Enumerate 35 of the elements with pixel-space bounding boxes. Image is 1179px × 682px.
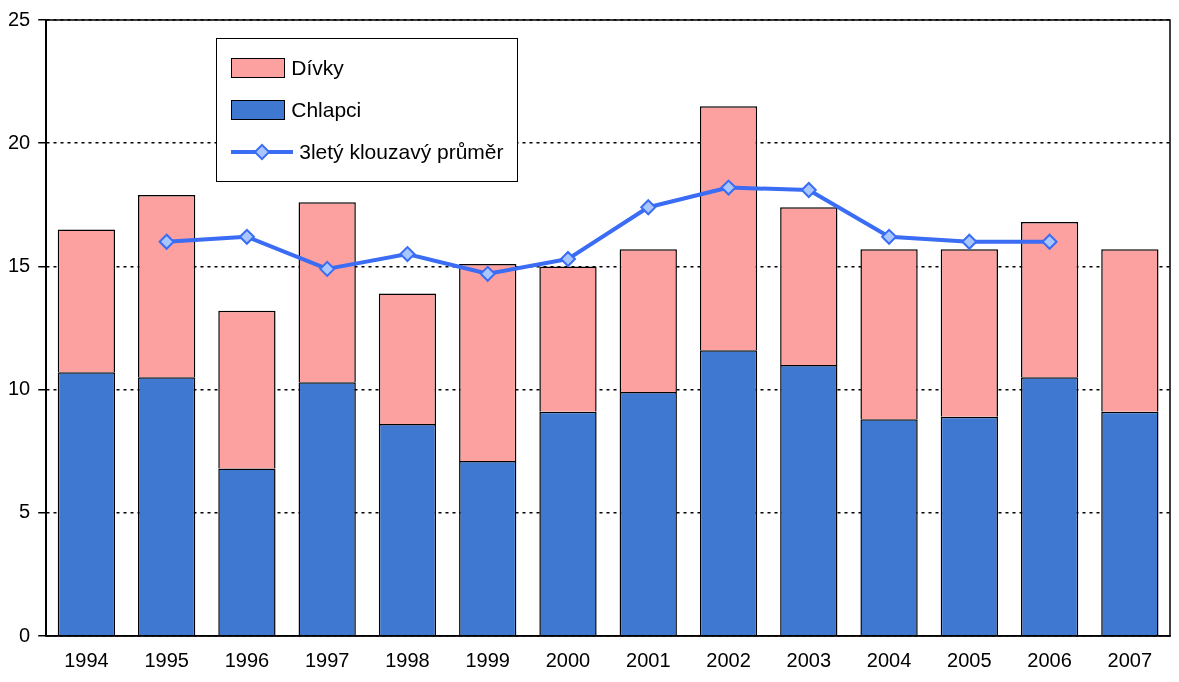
y-tick-label: 10 — [8, 377, 31, 400]
x-tick-label: 2000 — [545, 648, 591, 671]
point — [1041, 233, 1058, 250]
y-tick-label: 5 — [19, 500, 31, 523]
legend-label: 3letý klouzavý průměr — [299, 140, 504, 164]
x-tick-label: 2001 — [626, 648, 671, 671]
legend-label: Chlapci — [291, 98, 362, 122]
y-tick-label: 20 — [8, 130, 31, 153]
point — [881, 228, 898, 245]
point — [479, 265, 496, 282]
x-tick-label: 2006 — [1027, 648, 1072, 671]
point — [800, 182, 817, 199]
x-tick-label: 1998 — [385, 648, 430, 671]
y-tick-label: 15 — [8, 253, 31, 276]
x-tick-label: 2002 — [706, 648, 751, 671]
legend-label: Dívky — [291, 56, 344, 80]
y-tick-label: 0 — [19, 623, 31, 646]
y-tick-label: 25 — [8, 7, 31, 30]
point — [238, 228, 255, 245]
x-tick-label: 1994 — [64, 648, 109, 671]
x-tick-label: 2007 — [1107, 648, 1153, 671]
x-tick-label: 1996 — [224, 648, 270, 671]
point — [319, 260, 336, 277]
x-tick-label: 1995 — [144, 648, 189, 671]
x-tick-label: 2003 — [786, 648, 832, 671]
x-tick-label: 1997 — [304, 648, 350, 671]
point — [720, 179, 737, 196]
point — [559, 251, 576, 268]
x-tick-label: 1999 — [465, 648, 510, 671]
point — [640, 199, 657, 216]
point — [399, 246, 416, 263]
point — [961, 233, 978, 250]
x-tick-label: 2004 — [866, 648, 912, 671]
point — [158, 233, 175, 250]
x-tick-label: 2005 — [947, 648, 992, 671]
